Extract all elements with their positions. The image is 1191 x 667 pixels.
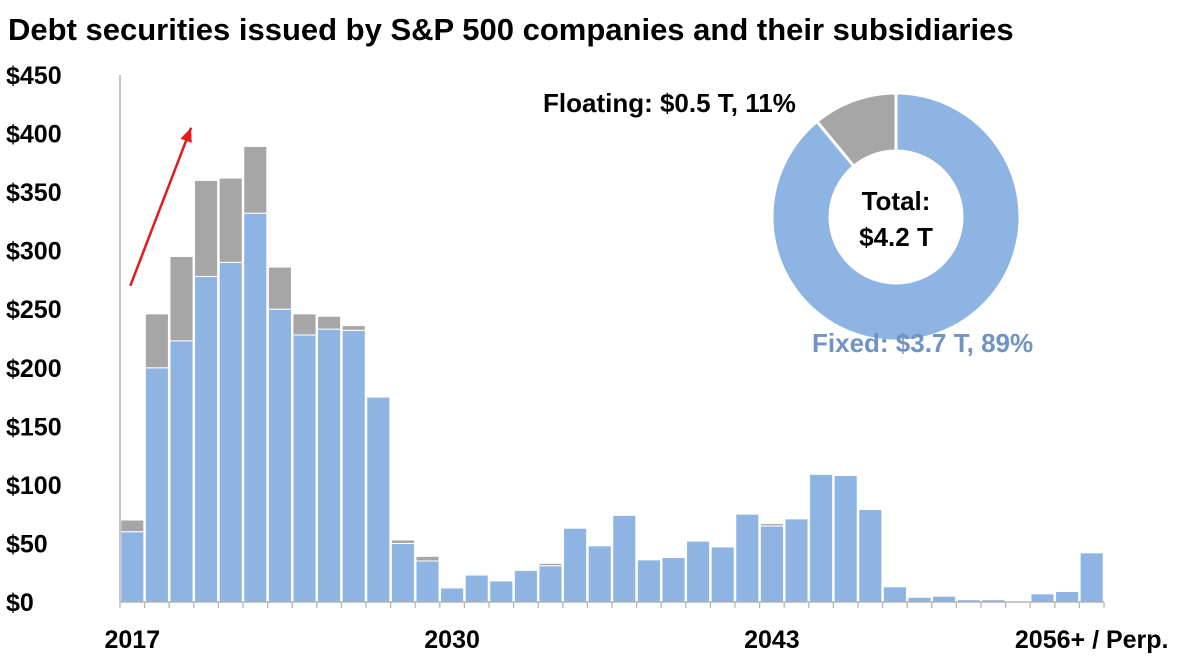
annotations: [129, 127, 193, 287]
fixed-label: Fixed: $3.7 T, 89%: [812, 328, 1033, 358]
bar-fixed: [218, 261, 243, 603]
y-axis-tick-labels: $0 $50 $100 $150 $200 $250 $300 $350 $400 $450: [6, 62, 62, 617]
bar-fixed: [686, 540, 711, 603]
y-tick-label: $150: [6, 413, 62, 441]
bar-floating: [120, 519, 145, 533]
bar-fixed: [440, 587, 465, 603]
bar-fixed: [809, 473, 834, 603]
y-tick-label: $200: [6, 355, 62, 383]
bar-fixed: [636, 559, 661, 603]
bar-fixed: [243, 212, 268, 603]
y-tick-label: $350: [6, 179, 62, 207]
bar-fixed: [194, 275, 219, 603]
bar-floating: [390, 539, 415, 544]
bar-fixed: [390, 542, 415, 603]
trend-arrow-line: [129, 127, 193, 287]
donut-slice-fixed: [770, 91, 1022, 343]
bar-floating: [218, 177, 243, 263]
bar-fixed: [317, 328, 342, 603]
bar-fixed: [144, 367, 169, 603]
bar-fixed: [464, 574, 489, 603]
y-tick-label: $450: [6, 62, 62, 90]
bar-fixed: [735, 513, 760, 603]
bar-fixed: [587, 545, 612, 603]
y-tick-label: $0: [6, 589, 34, 617]
x-tick-label: 2043: [744, 626, 800, 654]
y-tick-label: $300: [6, 238, 62, 266]
donut-slice-floating: [814, 91, 898, 169]
bar-fixed: [341, 329, 366, 603]
x-axis-ticks: 2017 2030 2043 2056+ / Perp.: [104, 602, 1168, 654]
y-tick-label: $50: [6, 530, 48, 558]
x-tick-label: 2017: [104, 626, 160, 654]
bar-fixed: [489, 580, 514, 603]
x-tick-label: 2030: [424, 626, 480, 654]
donut-chart: Total: $4.2 T Floating: $0.5 T, 11% Fixed: …: [543, 88, 1033, 358]
floating-label: Floating: $0.5 T, 11%: [543, 88, 796, 118]
bar-fixed: [932, 595, 957, 603]
bar-fixed: [267, 308, 292, 603]
bar-floating: [538, 562, 563, 567]
bar-fixed: [1030, 593, 1055, 603]
bar-floating: [415, 555, 440, 562]
bar-floating: [243, 145, 268, 214]
bar-fixed: [882, 586, 907, 603]
donut-center-label: Total:: [862, 186, 931, 216]
bar-fixed: [1055, 590, 1080, 603]
bar-floating: [317, 315, 342, 330]
y-tick-label: $250: [6, 296, 62, 324]
bar-floating: [194, 179, 219, 277]
y-tick-label: $400: [6, 121, 62, 149]
bar-fixed: [169, 340, 194, 603]
bar-floating: [292, 313, 317, 336]
bar-fixed: [858, 508, 883, 603]
bar-fixed: [612, 514, 637, 603]
bar-fixed: [538, 565, 563, 603]
bar-floating: [341, 325, 366, 331]
bar-floating: [267, 266, 292, 310]
trend-arrow-head: [180, 127, 192, 143]
bar-floating: [144, 313, 169, 369]
bar-fixed: [513, 569, 538, 603]
bar-floating: [759, 523, 784, 527]
bar-fixed: [120, 531, 145, 603]
bar-fixed: [661, 556, 686, 603]
donut-center-value: $4.2 T: [859, 222, 933, 252]
bar-fixed: [784, 518, 809, 603]
bar-fixed: [366, 396, 391, 603]
bars: [120, 145, 1104, 603]
x-tick-label: 2056+ / Perp.: [1015, 626, 1169, 654]
bar-fixed: [759, 525, 784, 603]
bar-floating: [169, 256, 194, 342]
bar-fixed: [415, 560, 440, 603]
bar-fixed: [1079, 552, 1104, 603]
bar-fixed: [563, 527, 588, 603]
y-tick-label: $100: [6, 472, 62, 500]
bar-fixed: [292, 334, 317, 603]
bar-fixed: [833, 475, 858, 603]
chart-title: Debt securities issued by S&P 500 compan…: [8, 12, 1014, 47]
bar-fixed: [710, 546, 735, 603]
